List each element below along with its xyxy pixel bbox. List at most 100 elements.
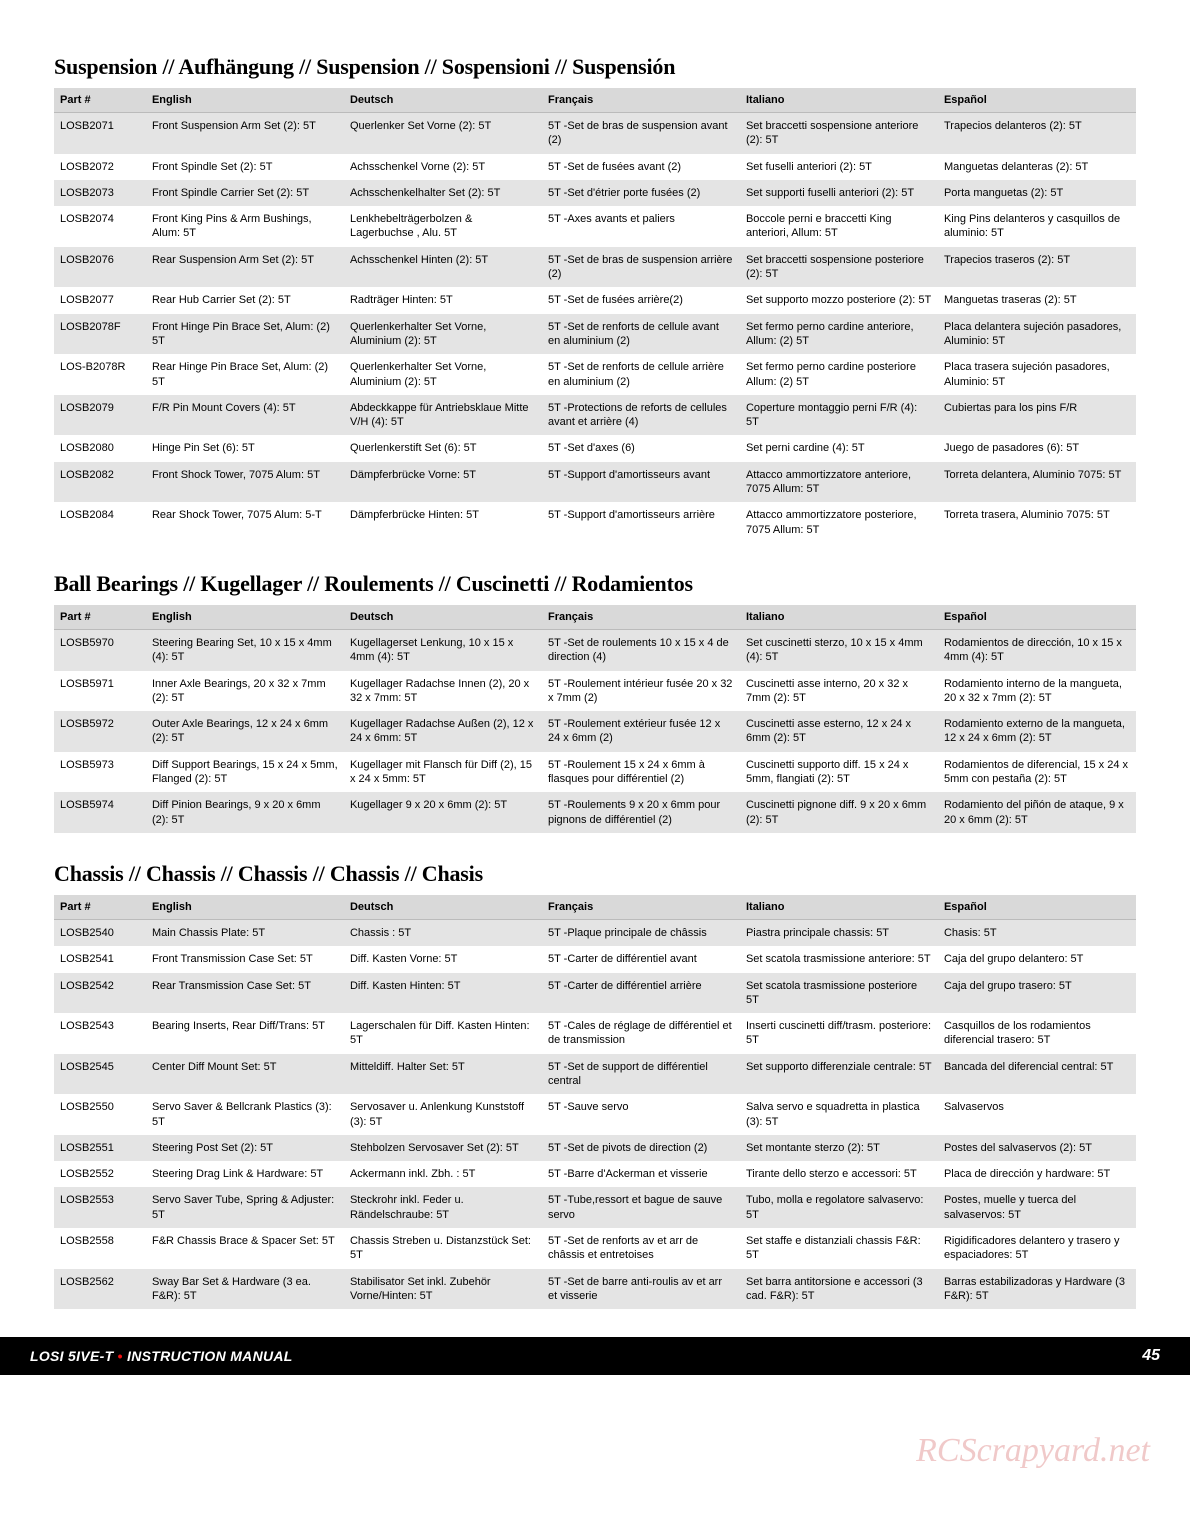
- table-cell: Cuscinetti asse interno, 20 x 32 x 7mm (…: [740, 671, 938, 712]
- table-cell: Inserti cuscinetti diff/trasm. posterior…: [740, 1013, 938, 1054]
- table-cell: 5T -Roulement 15 x 24 x 6mm à flasques p…: [542, 752, 740, 793]
- table-cell: Torreta trasera, Aluminio 7075: 5T: [938, 502, 1136, 543]
- table-cell: Set perni cardine (4): 5T: [740, 435, 938, 461]
- table-cell: F/R Pin Mount Covers (4): 5T: [146, 395, 344, 436]
- table-cell: LOSB2551: [54, 1135, 146, 1161]
- table-cell: Kugellager Radachse Außen (2), 12 x 24 x…: [344, 711, 542, 752]
- table-cell: Rear Hub Carrier Set (2): 5T: [146, 287, 344, 313]
- section-heading: Chassis // Chassis // Chassis // Chassis…: [54, 861, 1136, 887]
- table-cell: Rodamiento del piñón de ataque, 9 x 20 x…: [938, 792, 1136, 833]
- table-cell: LOS-B2078R: [54, 354, 146, 395]
- table-row: LOSB2551Steering Post Set (2): 5TStehbol…: [54, 1135, 1136, 1161]
- table-cell: F&R Chassis Brace & Spacer Set: 5T: [146, 1228, 344, 1269]
- table-cell: Hinge Pin Set (6): 5T: [146, 435, 344, 461]
- table-cell: LOSB2078F: [54, 314, 146, 355]
- table-cell: Casquillos de los rodamientos diferencia…: [938, 1013, 1136, 1054]
- table-cell: Set barra antitorsione e accessori (3 ca…: [740, 1269, 938, 1310]
- column-header: Deutsch: [344, 605, 542, 630]
- table-row: LOSB2550Servo Saver & Bellcrank Plastics…: [54, 1094, 1136, 1135]
- table-cell: 5T -Set d'étrier porte fusées (2): [542, 180, 740, 206]
- table-cell: Juego de pasadores (6): 5T: [938, 435, 1136, 461]
- table-cell: Inner Axle Bearings, 20 x 32 x 7mm (2): …: [146, 671, 344, 712]
- table-cell: 5T -Set de renforts de cellule avant en …: [542, 314, 740, 355]
- table-cell: 5T -Set de fusées avant (2): [542, 154, 740, 180]
- table-cell: Stabilisator Set inkl. Zubehör Vorne/Hin…: [344, 1269, 542, 1310]
- table-cell: 5T -Tube,ressort et bague de sauve servo: [542, 1187, 740, 1228]
- column-header: Part #: [54, 605, 146, 630]
- table-cell: Set supporto differenziale centrale: 5T: [740, 1054, 938, 1095]
- table-cell: Steckrohr inkl. Feder u. Rändelschraube:…: [344, 1187, 542, 1228]
- table-cell: Radträger Hinten: 5T: [344, 287, 542, 313]
- table-cell: Diff. Kasten Hinten: 5T: [344, 973, 542, 1014]
- parts-table: Part #EnglishDeutschFrançaisItalianoEspa…: [54, 88, 1136, 543]
- column-header: Italiano: [740, 88, 938, 113]
- table-cell: Manguetas delanteras (2): 5T: [938, 154, 1136, 180]
- table-cell: 5T -Set de support de différentiel centr…: [542, 1054, 740, 1095]
- table-cell: Diff Support Bearings, 15 x 24 x 5mm, Fl…: [146, 752, 344, 793]
- table-cell: Querlenkerstift Set (6): 5T: [344, 435, 542, 461]
- table-cell: Set fuselli anteriori (2): 5T: [740, 154, 938, 180]
- table-row: LOSB2542Rear Transmission Case Set: 5TDi…: [54, 973, 1136, 1014]
- table-cell: Attacco ammortizzatore posteriore, 7075 …: [740, 502, 938, 543]
- table-cell: Front Hinge Pin Brace Set, Alum: (2) 5T: [146, 314, 344, 355]
- table-cell: Tubo, molla e regolatore salvaservo: 5T: [740, 1187, 938, 1228]
- table-cell: Front Spindle Carrier Set (2): 5T: [146, 180, 344, 206]
- table-cell: Set scatola trasmissione posteriore 5T: [740, 973, 938, 1014]
- table-cell: 5T -Set de fusées arrière(2): [542, 287, 740, 313]
- column-header: Deutsch: [344, 895, 542, 920]
- table-cell: LOSB2543: [54, 1013, 146, 1054]
- table-cell: LOSB2553: [54, 1187, 146, 1228]
- parts-table: Part #EnglishDeutschFrançaisItalianoEspa…: [54, 605, 1136, 833]
- table-cell: LOSB2084: [54, 502, 146, 543]
- table-cell: Kugellager 9 x 20 x 6mm (2): 5T: [344, 792, 542, 833]
- table-cell: Rear Hinge Pin Brace Set, Alum: (2) 5T: [146, 354, 344, 395]
- watermark: RCScrapyard.net: [916, 1432, 1150, 1470]
- table-cell: LOSB2082: [54, 462, 146, 503]
- table-cell: 5T -Roulement intérieur fusée 20 x 32 x …: [542, 671, 740, 712]
- table-row: LOSB5971Inner Axle Bearings, 20 x 32 x 7…: [54, 671, 1136, 712]
- parts-table: Part #EnglishDeutschFrançaisItalianoEspa…: [54, 895, 1136, 1309]
- table-row: LOSB2540Main Chassis Plate: 5TChassis : …: [54, 919, 1136, 946]
- table-row: LOS-B2078RRear Hinge Pin Brace Set, Alum…: [54, 354, 1136, 395]
- table-cell: Steering Bearing Set, 10 x 15 x 4mm (4):…: [146, 629, 344, 670]
- table-cell: 5T -Set de bras de suspension avant (2): [542, 113, 740, 154]
- table-row: LOSB2082Front Shock Tower, 7075 Alum: 5T…: [54, 462, 1136, 503]
- column-header: Part #: [54, 88, 146, 113]
- table-cell: LOSB5972: [54, 711, 146, 752]
- table-cell: Chassis : 5T: [344, 919, 542, 946]
- table-cell: Rear Suspension Arm Set (2): 5T: [146, 247, 344, 288]
- table-cell: LOSB5971: [54, 671, 146, 712]
- table-cell: 5T -Roulement extérieur fusée 12 x 24 x …: [542, 711, 740, 752]
- table-row: LOSB2080Hinge Pin Set (6): 5TQuerlenkers…: [54, 435, 1136, 461]
- table-row: LOSB2553Servo Saver Tube, Spring & Adjus…: [54, 1187, 1136, 1228]
- table-cell: Manguetas traseras (2): 5T: [938, 287, 1136, 313]
- table-cell: LOSB5970: [54, 629, 146, 670]
- footer: LOSI 5IVE-T • INSTRUCTION MANUAL 45: [0, 1337, 1190, 1375]
- table-cell: 5T -Set de renforts de cellule arrière e…: [542, 354, 740, 395]
- table-row: LOSB2541Front Transmission Case Set: 5TD…: [54, 946, 1136, 972]
- table-cell: Postes del salvaservos (2): 5T: [938, 1135, 1136, 1161]
- table-row: LOSB5972Outer Axle Bearings, 12 x 24 x 6…: [54, 711, 1136, 752]
- table-cell: Bearing Inserts, Rear Diff/Trans: 5T: [146, 1013, 344, 1054]
- table-cell: Center Diff Mount Set: 5T: [146, 1054, 344, 1095]
- table-cell: Kugellagerset Lenkung, 10 x 15 x 4mm (4)…: [344, 629, 542, 670]
- table-cell: Set montante sterzo (2): 5T: [740, 1135, 938, 1161]
- table-cell: 5T -Set de bras de suspension arrière (2…: [542, 247, 740, 288]
- table-cell: Achsschenkel Vorne (2): 5T: [344, 154, 542, 180]
- table-cell: LOSB2074: [54, 206, 146, 247]
- table-cell: Cuscinetti supporto diff. 15 x 24 x 5mm,…: [740, 752, 938, 793]
- table-cell: Rodamientos de diferencial, 15 x 24 x 5m…: [938, 752, 1136, 793]
- table-cell: Lenkhebelträgerbolzen & Lagerbuchse , Al…: [344, 206, 542, 247]
- table-cell: 5T -Support d'amortisseurs avant: [542, 462, 740, 503]
- table-cell: Kugellager mit Flansch für Diff (2), 15 …: [344, 752, 542, 793]
- table-row: LOSB5970Steering Bearing Set, 10 x 15 x …: [54, 629, 1136, 670]
- table-cell: King Pins delanteros y casquillos de alu…: [938, 206, 1136, 247]
- table-row: LOSB2078FFront Hinge Pin Brace Set, Alum…: [54, 314, 1136, 355]
- column-header: Español: [938, 88, 1136, 113]
- table-row: LOSB5974Diff Pinion Bearings, 9 x 20 x 6…: [54, 792, 1136, 833]
- table-cell: Set supporti fuselli anteriori (2): 5T: [740, 180, 938, 206]
- table-cell: Main Chassis Plate: 5T: [146, 919, 344, 946]
- table-cell: Lagerschalen für Diff. Kasten Hinten: 5T: [344, 1013, 542, 1054]
- footer-title: LOSI 5IVE-T • INSTRUCTION MANUAL: [30, 1348, 293, 1364]
- table-cell: Set cuscinetti sterzo, 10 x 15 x 4mm (4)…: [740, 629, 938, 670]
